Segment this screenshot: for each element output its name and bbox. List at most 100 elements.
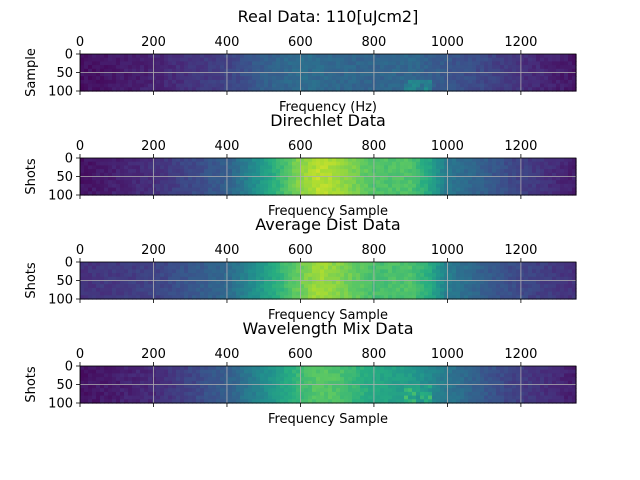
heatmap-cell	[312, 165, 317, 170]
heatmap-cell	[384, 61, 389, 66]
heatmap-cell	[380, 191, 385, 196]
heatmap-cell	[120, 262, 125, 267]
heatmap-cell	[232, 183, 237, 189]
heatmap-cell	[464, 262, 469, 267]
heatmap-cell	[488, 61, 493, 66]
heatmap-cell	[452, 172, 457, 178]
heatmap-cell	[440, 161, 445, 166]
heatmap-cell	[452, 187, 457, 192]
heatmap-cell	[108, 87, 113, 92]
heatmap-cell	[288, 172, 293, 178]
heatmap-cell	[556, 187, 561, 192]
heatmap-cell	[496, 54, 501, 59]
heatmap-cell	[256, 176, 261, 181]
heatmap-cell	[136, 284, 141, 289]
heatmap-cell	[404, 380, 409, 386]
heatmap-cell	[260, 295, 265, 300]
heatmap-cell	[384, 87, 389, 92]
heatmap-cell	[336, 291, 341, 296]
heatmap-cell	[88, 399, 93, 404]
heatmap-cell	[192, 284, 197, 289]
heatmap-cell	[324, 68, 329, 74]
heatmap-cell	[440, 388, 445, 393]
heatmap-cell	[280, 187, 285, 192]
heatmap-cell	[200, 183, 205, 189]
heatmap-cell	[516, 276, 521, 282]
heatmap-cell	[140, 273, 145, 278]
heatmap-cell	[564, 176, 569, 181]
heatmap-cell	[412, 366, 417, 371]
heatmap-cell	[264, 391, 269, 397]
heatmap-cell	[284, 391, 289, 397]
heatmap-cell	[320, 54, 325, 59]
heatmap-cell	[468, 54, 473, 59]
heatmap-cell	[104, 83, 109, 88]
heatmap-cell	[252, 373, 257, 378]
heatmap-cell	[184, 273, 189, 278]
heatmap-cell	[252, 262, 257, 267]
heatmap-cell	[148, 373, 153, 378]
heatmap-cell	[232, 366, 237, 371]
heatmap-cell	[524, 172, 529, 178]
heatmap-cell	[120, 180, 125, 185]
heatmap-cell	[408, 262, 413, 267]
heatmap-cell	[164, 399, 169, 404]
heatmap-cell	[308, 388, 313, 393]
heatmap-cell	[120, 269, 125, 274]
heatmap-cell	[308, 57, 313, 62]
heatmap-cell	[84, 388, 89, 393]
heatmap-cell	[224, 172, 229, 178]
heatmap-cell	[508, 391, 513, 397]
heatmap-cell	[284, 295, 289, 300]
heatmap-cell	[432, 380, 437, 386]
heatmap-cell	[448, 395, 453, 400]
heatmap-cell	[112, 391, 117, 397]
heatmap-cell	[568, 262, 573, 267]
heatmap-cell	[348, 65, 353, 70]
heatmap-cell	[568, 366, 573, 371]
heatmap-cell	[192, 183, 197, 189]
heatmap-cell	[532, 68, 537, 74]
heatmap-cell	[416, 295, 421, 300]
heatmap-cell	[336, 187, 341, 192]
heatmap-cell	[100, 388, 105, 393]
heatmap-cell	[92, 72, 97, 77]
heatmap-cell	[92, 54, 97, 59]
heatmap-cell	[212, 369, 217, 374]
heatmap-cell	[388, 269, 393, 274]
heatmap-cell	[120, 276, 125, 282]
heatmap-cell	[292, 183, 297, 189]
heatmap-cell	[152, 57, 157, 62]
heatmap-cell	[444, 68, 449, 74]
heatmap-cell	[160, 284, 165, 289]
heatmap-cell	[548, 57, 553, 62]
heatmap-cell	[252, 172, 257, 178]
heatmap-cell	[512, 380, 517, 386]
heatmap-cell	[272, 295, 277, 300]
heatmap-cell	[516, 269, 521, 274]
heatmap-cell	[160, 161, 165, 166]
heatmap-cell	[316, 395, 321, 400]
heatmap-cell	[544, 169, 549, 174]
heatmap-cell	[368, 380, 373, 386]
heatmap-cell	[176, 287, 181, 293]
heatmap-cell	[84, 187, 89, 192]
heatmap-cell	[228, 183, 233, 189]
heatmap-cell	[284, 176, 289, 181]
heatmap-cell	[220, 273, 225, 278]
heatmap-cell	[396, 284, 401, 289]
heatmap-cell	[236, 180, 241, 185]
heatmap-cell	[356, 273, 361, 278]
heatmap-cell	[136, 65, 141, 70]
heatmap-cell	[172, 295, 177, 300]
heatmap-cell	[424, 388, 429, 393]
heatmap-cell	[400, 366, 405, 371]
heatmap-cell	[192, 72, 197, 77]
heatmap-cell	[380, 87, 385, 92]
heatmap-cell	[568, 384, 573, 389]
heatmap-cell	[508, 57, 513, 62]
heatmap-cell	[156, 384, 161, 389]
heatmap-cell	[300, 284, 305, 289]
heatmap-cell	[280, 83, 285, 88]
heatmap-cell	[448, 380, 453, 386]
